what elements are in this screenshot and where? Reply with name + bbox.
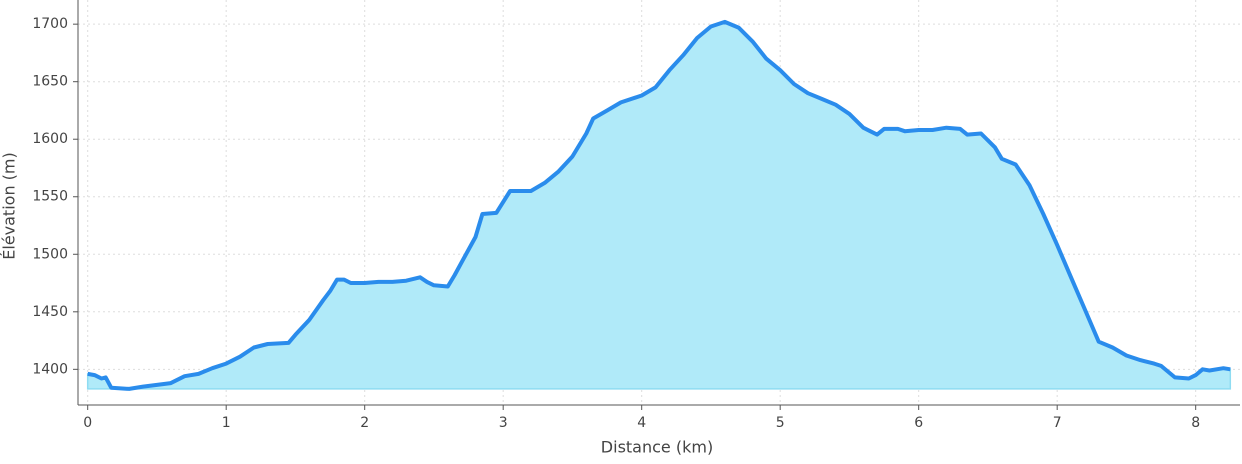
x-tick-label: 4 — [637, 415, 646, 431]
y-axis-label: Élévation (m) — [0, 152, 19, 259]
area — [86, 21, 1232, 390]
x-tick-label: 0 — [83, 415, 92, 431]
y-tick-label: 1500 — [32, 246, 68, 262]
y-tick-label: 1450 — [32, 304, 68, 320]
y-tick-label: 1600 — [32, 131, 68, 147]
y-tick-label: 1700 — [32, 16, 68, 32]
x-axis-label: Distance (km) — [601, 438, 713, 457]
x-tick-label: 3 — [499, 415, 508, 431]
x-tick-label: 7 — [1053, 415, 1062, 431]
x-tick-label: 2 — [360, 415, 369, 431]
y-tick-label: 1400 — [32, 361, 68, 377]
x-tick-label: 6 — [914, 415, 923, 431]
x-tick-label: 1 — [222, 415, 231, 431]
x-tick-label: 8 — [1191, 415, 1200, 431]
y-tick-label: 1650 — [32, 74, 68, 90]
x-tick-label: 5 — [776, 415, 785, 431]
y-tick-label: 1550 — [32, 189, 68, 205]
line — [87, 19, 1231, 391]
